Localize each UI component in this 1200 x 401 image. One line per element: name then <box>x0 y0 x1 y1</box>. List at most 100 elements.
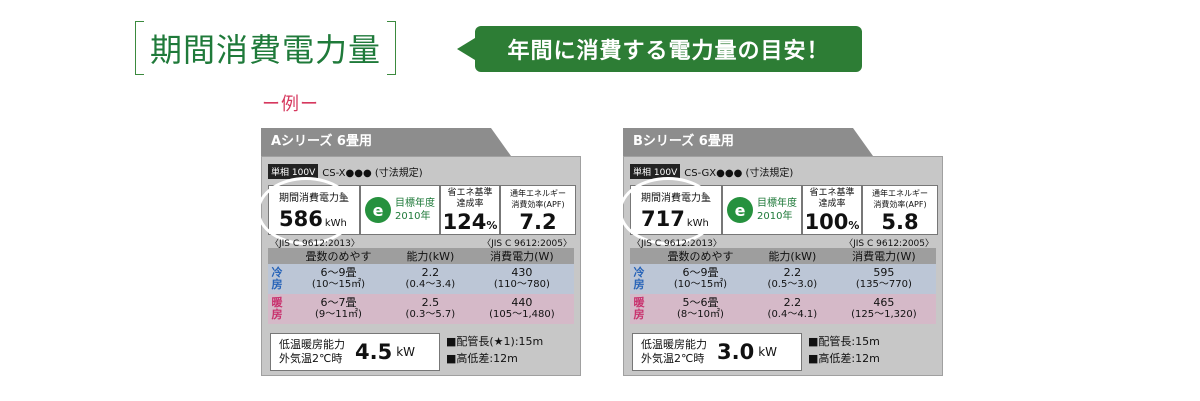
phase-label: 単相 <box>271 168 290 178</box>
target-year-box: e 目標年度 2010年 <box>360 185 440 235</box>
capacity-value: 2.2 <box>783 266 802 279</box>
table-header-row: 畳数のめやす 能力(kW) 消費電力(W) <box>268 248 574 264</box>
low-temp-label: 低温暖房能力 外気温2℃時 <box>641 338 707 365</box>
headline-tag: 年間に消費する電力量の目安！ <box>475 26 862 72</box>
capacity-sub: (0.4〜4.1) <box>767 309 818 320</box>
tatami-value: 6〜9畳 <box>320 266 357 279</box>
capacity-value: 2.2 <box>783 296 802 309</box>
pipe-notes: ■配管長:15m ■高低差:12m <box>808 333 880 367</box>
power-value: 430 <box>511 266 533 279</box>
bracket-left <box>135 21 144 75</box>
bracket-right <box>387 21 397 75</box>
mode-heating: 暖房 <box>630 294 648 324</box>
card-body: 単相 100V CS-GX●●● (寸法規定) 期間消費電力量 717 kWh e… <box>619 156 943 376</box>
voltage-label: 100V <box>653 168 678 178</box>
table-row-heating: 暖房 6〜7畳 (9〜11㎡) 2.5 (0.3〜5.7) 440 (105〜1,48… <box>268 294 574 324</box>
card-tab: Bシリーズ 6畳用 <box>623 128 873 156</box>
cell-tatami: 6〜9畳 (10〜15㎡) <box>648 264 753 294</box>
capacity-sub: (0.5〜3.0) <box>767 279 818 290</box>
rate-value: 100 <box>804 210 849 234</box>
header-power: 消費電力(W) <box>831 248 936 264</box>
low-temp-value: 3.0 <box>717 340 755 364</box>
rate-unit: % <box>848 219 860 232</box>
cell-power: 440 (105〜1,480) <box>469 294 574 324</box>
tatami-sub: (9〜11㎡) <box>315 309 362 320</box>
voltage-label: 100V <box>291 168 316 178</box>
example-label: ー例ー <box>262 94 319 115</box>
cell-tatami: 5〜6畳 (8〜10㎡) <box>648 294 753 324</box>
low-temp-unit: kW <box>758 345 778 359</box>
model-label: CS-X●●● (寸法規定) <box>322 168 423 179</box>
apf-label: 通年エネルギー 消費効率(APF) <box>872 189 928 209</box>
low-temp-unit: kW <box>396 345 416 359</box>
jis-right: 〈JIS C 9612:2005〉 <box>482 239 572 249</box>
table-header-row: 畳数のめやす 能力(kW) 消費電力(W) <box>630 248 936 264</box>
phase-badge: 単相 100V <box>630 164 681 179</box>
section-title: 期間消費電力量 <box>150 31 382 69</box>
jis-left: 〈JIS C 9612:2013〉 <box>270 239 360 249</box>
tatami-value: 6〜7畳 <box>320 296 357 309</box>
rate-unit: % <box>486 219 498 232</box>
pipe-notes: ■配管長(★1):15m ■高低差:12m <box>446 333 543 367</box>
cell-capacity: 2.2 (0.4〜3.4) <box>390 264 470 294</box>
table-row-cooling: 冷房 6〜9畳 (10〜15㎡) 2.2 (0.5〜3.0) 595 (135〜770… <box>630 264 936 294</box>
apf-value: 5.8 <box>881 210 919 234</box>
phase-badge: 単相 100V <box>268 164 319 179</box>
mode-heating: 暖房 <box>268 294 286 324</box>
low-temp-box: 低温暖房能力 外気温2℃時 4.5 kW <box>270 333 440 371</box>
eco-mark-icon: e <box>727 197 753 223</box>
product-card-b: Bシリーズ 6畳用 単相 100V CS-GX●●● (寸法規定) 期間消費電力… <box>619 128 943 376</box>
header-mode <box>268 248 286 264</box>
pipe-length: ■配管長(★1):15m <box>446 335 544 348</box>
target-year: 目標年度 2010年 <box>395 198 435 222</box>
spec-line: 単相 100V CS-GX●●● (寸法規定) <box>630 164 793 179</box>
apf-label: 通年エネルギー 消費効率(APF) <box>510 189 566 209</box>
jis-left: 〈JIS C 9612:2013〉 <box>632 239 722 249</box>
cell-power: 430 (110〜780) <box>469 264 574 294</box>
header-tatami: 畳数のめやす <box>648 248 753 264</box>
power-value: 465 <box>873 296 895 309</box>
product-card-a: Aシリーズ 6畳用 単相 100V CS-X●●● (寸法規定) 期間消費電力量… <box>257 128 581 376</box>
cell-power: 595 (135〜770) <box>831 264 936 294</box>
target-year: 目標年度 2010年 <box>757 198 797 222</box>
rate-box: 省エネ基準 達成率 100% <box>802 185 862 235</box>
table-row-cooling: 冷房 6〜9畳 (10〜15㎡) 2.2 (0.4〜3.4) 430 (110〜780… <box>268 264 574 294</box>
low-temp-label: 低温暖房能力 外気温2℃時 <box>279 338 345 365</box>
header-tatami: 畳数のめやす <box>286 248 391 264</box>
mode-cooling: 冷房 <box>630 264 648 294</box>
power-sub: (125〜1,320) <box>851 309 917 320</box>
low-temp-value: 4.5 <box>355 340 393 364</box>
header-mode <box>630 248 648 264</box>
card-tab: Aシリーズ 6畳用 <box>261 128 511 156</box>
cell-capacity: 2.2 (0.5〜3.0) <box>752 264 832 294</box>
apf-value: 7.2 <box>519 210 557 234</box>
header-power: 消費電力(W) <box>469 248 574 264</box>
jis-right: 〈JIS C 9612:2005〉 <box>844 239 934 249</box>
power-value: 595 <box>873 266 895 279</box>
tag-pointer-icon <box>457 38 475 60</box>
rate-box: 省エネ基準 達成率 124% <box>440 185 500 235</box>
spec-line: 単相 100V CS-X●●● (寸法規定) <box>268 164 423 179</box>
rate-value-line: 100% <box>803 210 861 234</box>
highlight-circle <box>619 177 717 245</box>
tatami-value: 5〜6畳 <box>682 296 719 309</box>
apf-box: 通年エネルギー 消費効率(APF) 5.8 <box>862 185 938 235</box>
capacity-value: 2.2 <box>421 266 440 279</box>
tatami-value: 6〜9畳 <box>682 266 719 279</box>
apf-box: 通年エネルギー 消費効率(APF) 7.2 <box>500 185 576 235</box>
power-sub: (110〜780) <box>493 279 550 290</box>
performance-table: 畳数のめやす 能力(kW) 消費電力(W) 冷房 6〜9畳 (10〜15㎡) 2.… <box>630 248 936 324</box>
header-capacity: 能力(kW) <box>390 248 470 264</box>
rate-label: 省エネ基準 達成率 <box>447 188 493 209</box>
target-year-box: e 目標年度 2010年 <box>722 185 802 235</box>
height-diff: ■高低差:12m <box>446 352 518 365</box>
cell-capacity: 2.5 (0.3〜5.7) <box>390 294 470 324</box>
card-body: 単相 100V CS-X●●● (寸法規定) 期間消費電力量 586 kWh e … <box>257 156 581 376</box>
table-row-heating: 暖房 5〜6畳 (8〜10㎡) 2.2 (0.4〜4.1) 465 (125〜1,32… <box>630 294 936 324</box>
capacity-value: 2.5 <box>421 296 440 309</box>
cell-tatami: 6〜7畳 (9〜11㎡) <box>286 294 391 324</box>
cell-capacity: 2.2 (0.4〜4.1) <box>752 294 832 324</box>
mode-cooling: 冷房 <box>268 264 286 294</box>
pipe-length: ■配管長:15m <box>808 335 880 348</box>
header-capacity: 能力(kW) <box>752 248 832 264</box>
